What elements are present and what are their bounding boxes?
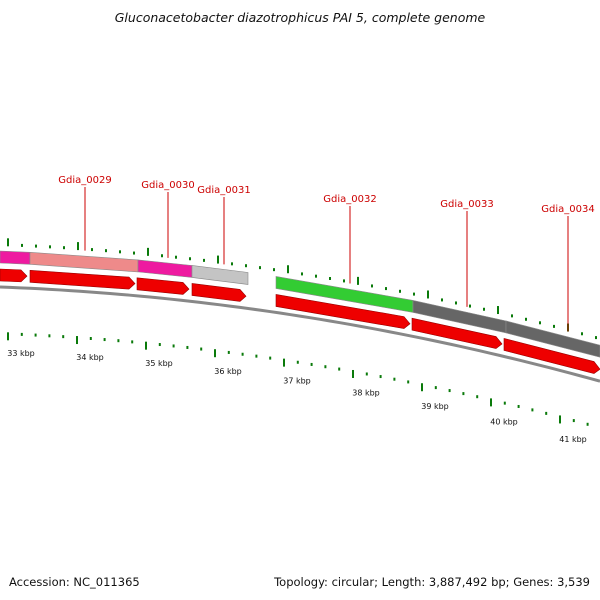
gene-arrow-track (0, 268, 600, 374)
gene-arrow[interactable] (191, 283, 247, 302)
cog-band-segment (137, 259, 193, 278)
map-title: Gluconacetobacter diazotrophicus PAI 5, … (114, 10, 486, 25)
gene-labels: Gdia_0029 Gdia_0030 Gdia_0031 Gdia_0032 Gdia… (58, 175, 595, 332)
gene-arrow[interactable] (29, 269, 136, 290)
gene-arrow[interactable] (411, 317, 503, 349)
kbp-label: 33 kbp (7, 349, 35, 358)
gene-label[interactable]: Gdia_0030 (141, 180, 194, 191)
genome-backbone (0, 285, 600, 383)
gene-label[interactable]: Gdia_0029 (58, 175, 111, 186)
kbp-label: 35 kbp (145, 359, 173, 368)
gene-label[interactable]: Gdia_0031 (197, 185, 250, 196)
kbp-label: 36 kbp (214, 367, 242, 376)
cog-band-segment (29, 251, 139, 273)
gene-label[interactable]: Gdia_0034 (541, 204, 594, 215)
gene-arrow[interactable] (136, 277, 190, 295)
genome-summary-text: Topology: circular; Length: 3,887,492 bp… (274, 575, 590, 589)
kbp-label: 39 kbp (421, 402, 449, 411)
kbp-label: 38 kbp (352, 388, 380, 397)
cog-band-segment (191, 265, 249, 285)
kbp-scale-labels: 33 kbp 34 kbp 35 kbp 36 kbp 37 kbp 38 kbp 39 k… (7, 349, 587, 444)
gene-label[interactable]: Gdia_0032 (323, 194, 376, 205)
kbp-label: 40 kbp (490, 417, 518, 426)
gene-arrow[interactable] (503, 338, 600, 374)
scale-tick-track (7, 332, 589, 426)
gene-arrow[interactable] (0, 268, 28, 283)
kbp-label: 37 kbp (283, 377, 311, 386)
cog-band-segment (0, 250, 31, 265)
kbp-label: 41 kbp (559, 435, 587, 444)
cog-band-segment (505, 320, 600, 358)
backbone-line (0, 285, 600, 383)
accession-text: Accession: NC_011365 (9, 575, 140, 589)
gene-arrow[interactable] (275, 294, 411, 329)
outer-tick-track (7, 238, 597, 340)
cog-band-track (0, 250, 600, 358)
kbp-label: 34 kbp (76, 353, 104, 362)
gene-label[interactable]: Gdia_0033 (440, 199, 493, 210)
